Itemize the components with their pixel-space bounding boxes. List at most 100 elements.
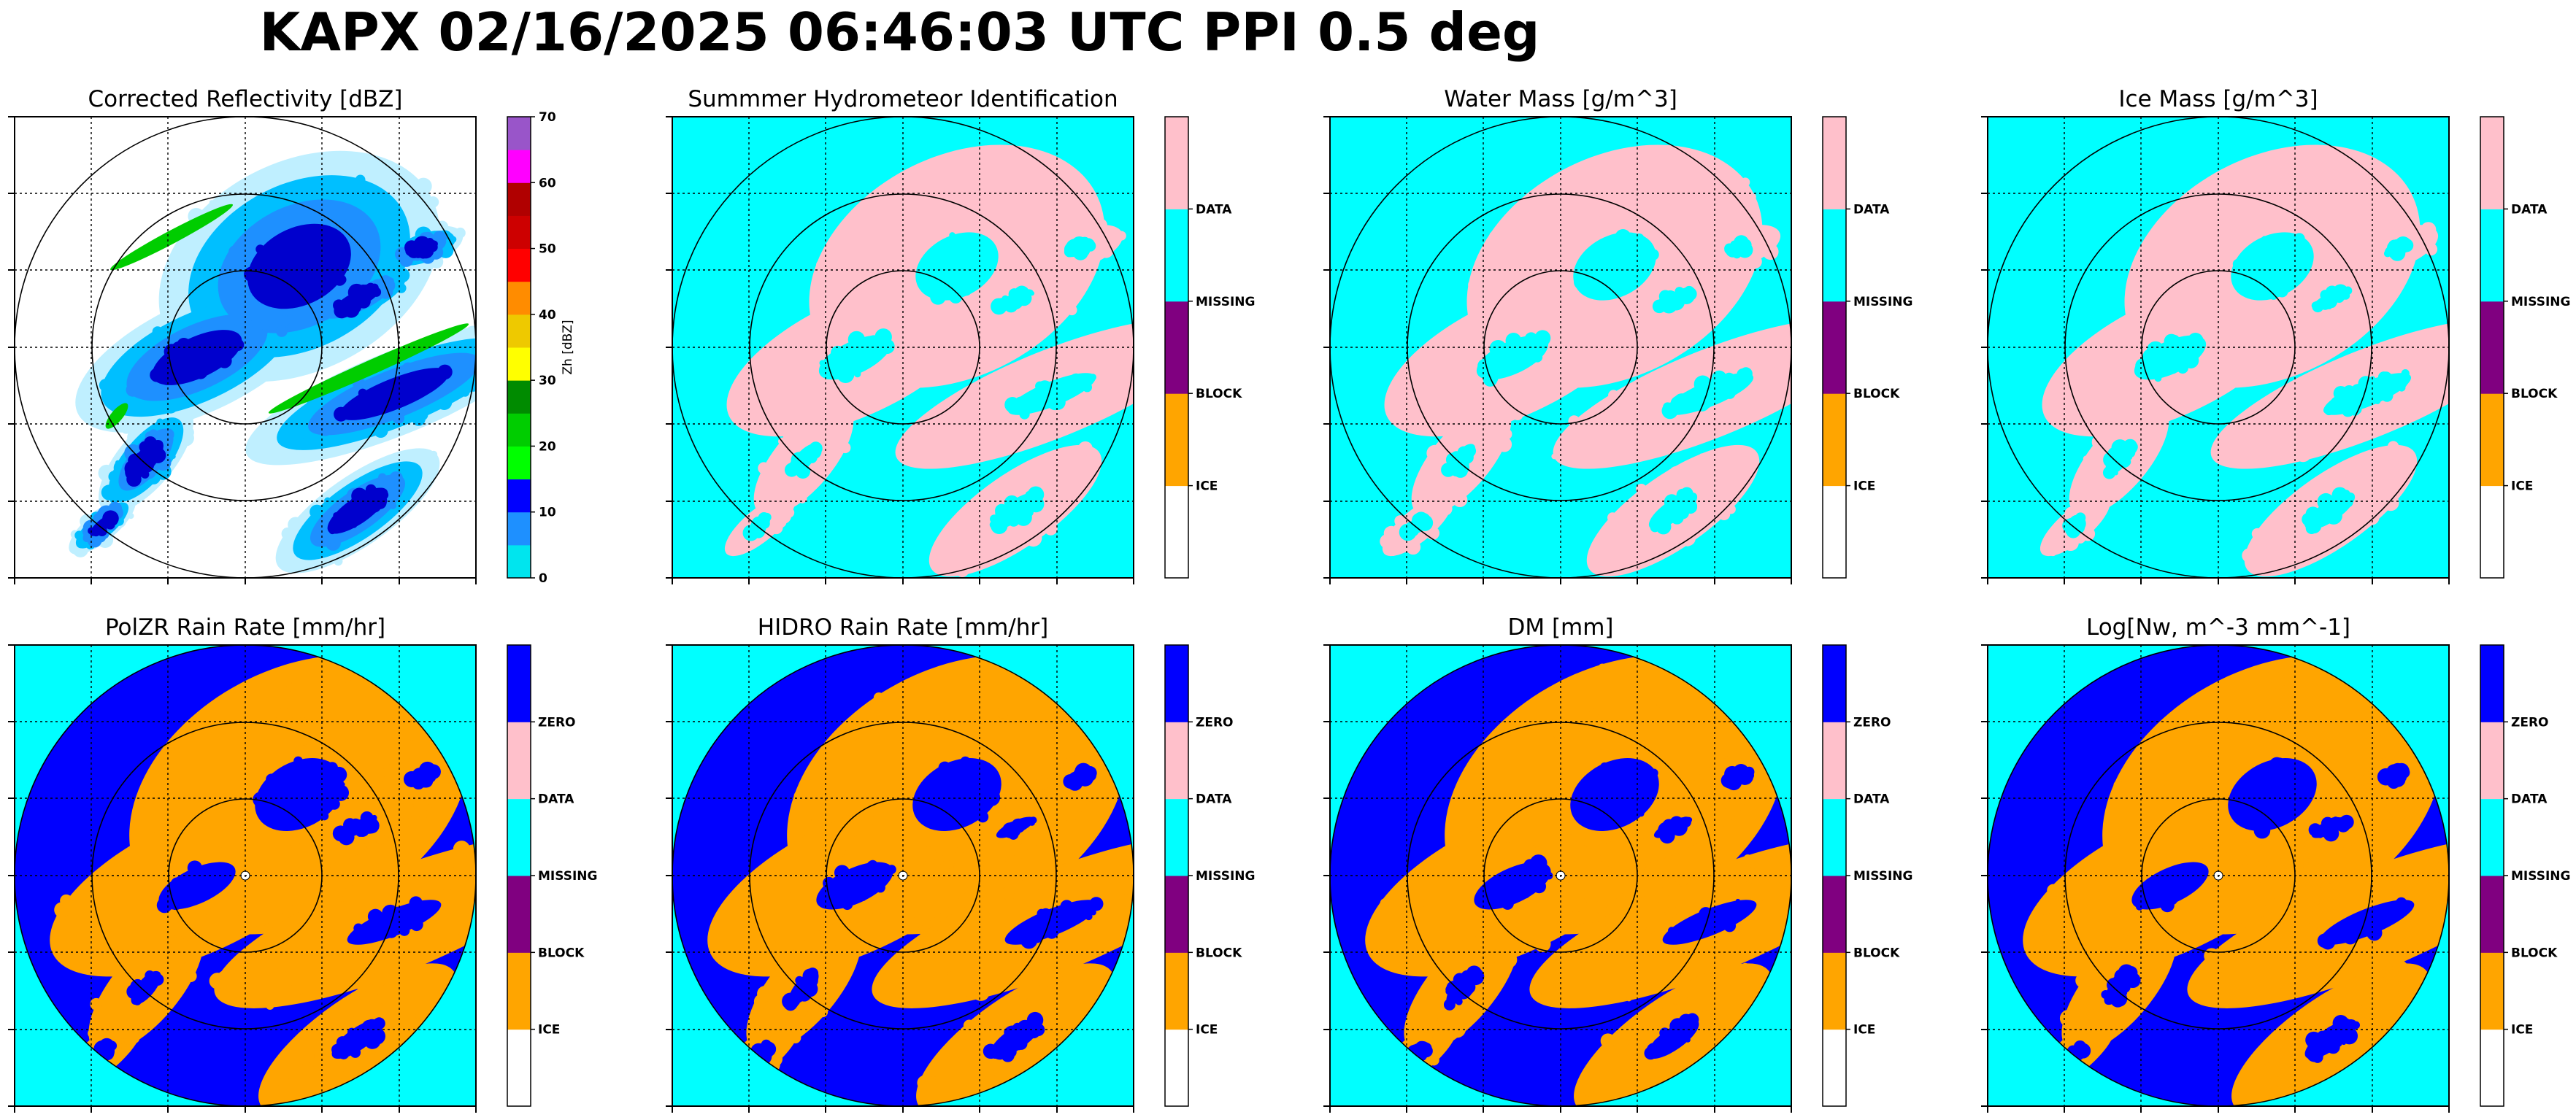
colorbar-category-label: BLOCK bbox=[1853, 387, 1900, 401]
colorbar-category-label: ICE bbox=[2511, 1023, 2533, 1038]
colorbar-category-label: ZERO bbox=[1196, 715, 1233, 730]
colorbar-swatch bbox=[1823, 485, 1846, 579]
colorbar-category-label: ICE bbox=[1196, 1023, 1218, 1038]
colorbar-category-label: MISSING bbox=[1853, 869, 1912, 884]
colorbar-tick-label: 10 bbox=[539, 506, 556, 520]
colorbar-swatch bbox=[507, 876, 531, 953]
colorbar-swatch bbox=[1823, 722, 1846, 800]
colorbar-swatch bbox=[507, 645, 531, 722]
colorbar-swatch bbox=[1823, 645, 1846, 722]
colorbar-category-label: MISSING bbox=[1853, 295, 1912, 309]
colorbar-swatch bbox=[1823, 117, 1846, 209]
colorbar-category-label: ICE bbox=[2511, 479, 2533, 494]
colorbar-category-label: ICE bbox=[538, 1023, 560, 1038]
colorbar-category-label: ZERO bbox=[1853, 715, 1891, 730]
colorbar-swatch bbox=[1823, 393, 1846, 487]
radar-ppi-plot bbox=[8, 644, 477, 1113]
colorbar: ICE BLOCK MISSING DATA bbox=[2480, 116, 2570, 579]
colorbar-swatch bbox=[507, 117, 531, 150]
radar-ppi-plot bbox=[1323, 644, 1792, 1113]
colorbar-swatch bbox=[1165, 485, 1188, 579]
colorbar-category-label: ICE bbox=[1196, 479, 1218, 494]
colorbar-swatch bbox=[1165, 645, 1188, 722]
colorbar-swatch bbox=[507, 413, 531, 447]
colorbar-swatch bbox=[507, 544, 531, 579]
radar-ppi-plot bbox=[8, 116, 477, 584]
colorbar: ICE BLOCK MISSING DATA ZERO bbox=[1164, 644, 1255, 1107]
colorbar-swatch bbox=[1165, 393, 1188, 487]
colorbar-category-label: DATA bbox=[538, 792, 574, 807]
colorbar-swatch bbox=[507, 215, 531, 250]
colorbar-swatch bbox=[2480, 393, 2504, 487]
colorbar-tick-label: 40 bbox=[539, 308, 556, 323]
colorbar-swatch bbox=[507, 248, 531, 282]
colorbar-swatch bbox=[507, 347, 531, 381]
colorbar-swatch bbox=[507, 479, 531, 513]
colorbar-category-label: DATA bbox=[1196, 792, 1232, 807]
colorbar-category-label: MISSING bbox=[1196, 295, 1255, 309]
colorbar-swatch bbox=[1165, 798, 1188, 876]
colorbar-axis-label: Zh [dBZ] bbox=[561, 320, 575, 374]
colorbar-category-label: BLOCK bbox=[2511, 387, 2558, 401]
colorbar-swatch bbox=[2480, 209, 2504, 302]
colorbar-category-label: DATA bbox=[1853, 792, 1890, 807]
colorbar-swatch bbox=[2480, 485, 2504, 579]
colorbar-swatch bbox=[507, 380, 531, 414]
colorbar-swatch bbox=[2480, 798, 2504, 876]
colorbar-tick-label: 50 bbox=[539, 242, 556, 257]
colorbar-swatch bbox=[1165, 117, 1188, 209]
colorbar-category-label: DATA bbox=[2511, 792, 2548, 807]
colorbar-category-label: MISSING bbox=[2511, 869, 2570, 884]
colorbar-swatch bbox=[507, 798, 531, 876]
radar-ppi-plot bbox=[666, 116, 1134, 584]
colorbar-swatch bbox=[1823, 209, 1846, 302]
colorbar-swatch bbox=[507, 314, 531, 348]
colorbar-swatch bbox=[2480, 301, 2504, 394]
colorbar-swatch bbox=[1165, 876, 1188, 953]
panel-title: Corrected Reflectivity [dBZ] bbox=[88, 86, 403, 112]
colorbar-swatch bbox=[507, 182, 531, 216]
colorbar-category-label: BLOCK bbox=[2511, 946, 2558, 960]
colorbar-swatch bbox=[507, 446, 531, 480]
colorbar-swatch bbox=[1823, 952, 1846, 1030]
colorbar-category-label: MISSING bbox=[1196, 869, 1255, 884]
colorbar: ICE BLOCK MISSING DATA bbox=[1164, 116, 1255, 579]
colorbar-category-label: MISSING bbox=[2511, 295, 2570, 309]
colorbar: ICE BLOCK MISSING DATA bbox=[1822, 116, 1912, 579]
colorbar-category-label: DATA bbox=[1853, 202, 1890, 217]
colorbar-swatch bbox=[1823, 1029, 1846, 1107]
colorbar-swatch bbox=[1165, 301, 1188, 394]
figure-title: KAPX 02/16/2025 06:46:03 UTC PPI 0.5 deg bbox=[259, 1, 1540, 63]
colorbar-category-label: BLOCK bbox=[1196, 946, 1242, 960]
colorbar-swatch bbox=[507, 1029, 531, 1107]
colorbar-swatch bbox=[1823, 798, 1846, 876]
panel-title: Water Mass [g/m^3] bbox=[1444, 86, 1677, 112]
colorbar-swatch bbox=[1823, 301, 1846, 394]
panel-title: Summmer Hydrometeor Identification bbox=[688, 86, 1118, 112]
colorbar-tick-label: 20 bbox=[539, 439, 556, 454]
panel-title: DM [mm] bbox=[1507, 614, 1614, 641]
colorbar-category-label: BLOCK bbox=[538, 946, 585, 960]
colorbar-tick-label: 60 bbox=[539, 176, 556, 190]
colorbar-swatch bbox=[2480, 117, 2504, 209]
radar-ppi-plot bbox=[1323, 116, 1792, 584]
colorbar: 0 10 20 30 40 50 60 70 Zh [dBZ] bbox=[507, 110, 575, 586]
colorbar-swatch bbox=[1165, 209, 1188, 302]
colorbar-tick-label: 0 bbox=[539, 571, 547, 586]
colorbar-swatch bbox=[2480, 645, 2504, 722]
colorbar-category-label: ICE bbox=[1853, 479, 1875, 494]
colorbar-swatch bbox=[507, 281, 531, 315]
colorbar-swatch bbox=[507, 511, 531, 546]
panel-title: HIDRO Rain Rate [mm/hr] bbox=[757, 614, 1049, 641]
panel-title: PolZR Rain Rate [mm/hr] bbox=[104, 614, 386, 641]
panel-title: Log[Nw, m^-3 mm^-1] bbox=[2085, 614, 2351, 641]
colorbar-category-label: MISSING bbox=[538, 869, 597, 884]
colorbar-category-label: DATA bbox=[1196, 202, 1232, 217]
colorbar-category-label: DATA bbox=[2511, 202, 2548, 217]
colorbar-category-label: BLOCK bbox=[1196, 387, 1242, 401]
reflectivity-field bbox=[69, 150, 476, 573]
colorbar-category-label: ZERO bbox=[538, 715, 575, 730]
radar-ppi-plot bbox=[1981, 644, 2450, 1113]
colorbar-swatch bbox=[507, 952, 531, 1030]
colorbar-swatch bbox=[2480, 876, 2504, 953]
